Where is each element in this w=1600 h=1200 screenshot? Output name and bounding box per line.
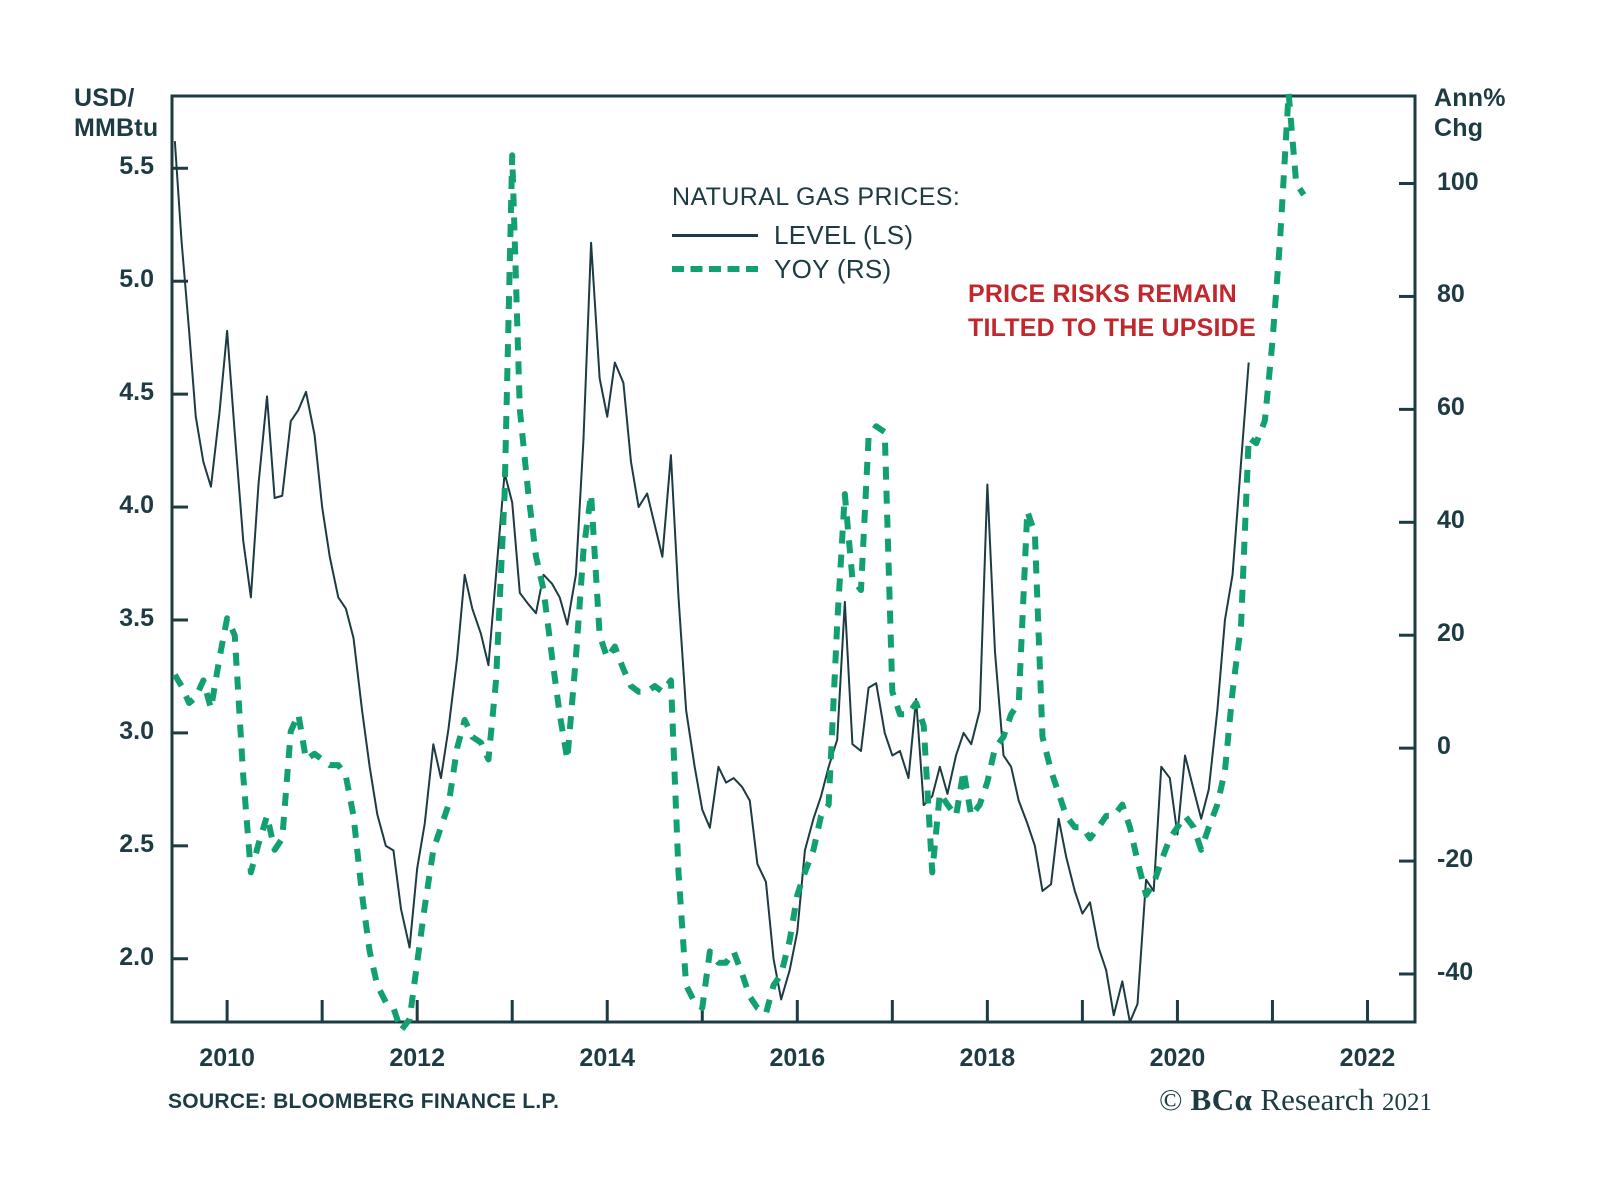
- annotation-line-2: TILTED TO THE UPSIDE: [968, 313, 1256, 342]
- y-axis-left-tick-label: 5.5: [119, 152, 154, 181]
- legend-item-level: LEVEL (LS): [672, 218, 960, 252]
- legend-label-level: LEVEL (LS): [774, 219, 914, 250]
- x-axis-tick-label: 2016: [769, 1044, 826, 1072]
- y-axis-left-tick-label: 3.5: [119, 603, 154, 632]
- y-axis-left-tick-label: 4.5: [119, 378, 154, 407]
- y-axis-right-tick-label: 80: [1437, 280, 1465, 309]
- brand-year: 2021: [1382, 1089, 1432, 1116]
- left-axis-title: USD/ MMBtu: [74, 84, 159, 142]
- brand-suffix: Research: [1260, 1082, 1374, 1117]
- x-axis-tick-label: 2022: [1339, 1044, 1396, 1072]
- y-axis-left-tick-label: 5.0: [119, 265, 154, 294]
- y-axis-left-tick-label: 3.0: [119, 716, 154, 745]
- brand-name: BCABCα: [1190, 1082, 1253, 1117]
- chart-legend: NATURAL GAS PRICES: LEVEL (LS) YOY (RS): [672, 183, 960, 286]
- y-axis-right-tick-label: 0: [1437, 732, 1451, 761]
- y-axis-left-tick-label: 2.0: [119, 942, 154, 971]
- x-axis-tick-label: 2012: [389, 1044, 445, 1072]
- brand-credit: © BCABCα Research 2021: [1159, 1082, 1432, 1118]
- legend-label-yoy: YOY (RS): [774, 253, 892, 284]
- y-axis-right-tick-label: -20: [1437, 845, 1474, 874]
- legend-line-solid-icon: [672, 227, 758, 243]
- right-axis-title: Ann% Chg: [1434, 84, 1506, 142]
- y-axis-right-tick-label: 60: [1437, 393, 1465, 422]
- y-axis-right-tick-label: -40: [1437, 958, 1474, 986]
- y-axis-right-tick-label: 100: [1437, 167, 1479, 196]
- x-axis-tick-label: 2020: [1149, 1044, 1206, 1072]
- x-axis-tick-label: 2010: [199, 1044, 255, 1072]
- legend-line-dashed-icon: [672, 261, 758, 277]
- y-axis-right-tick-label: 40: [1437, 506, 1465, 535]
- legend-item-yoy: YOY (RS): [672, 252, 960, 286]
- y-axis-left-tick-label: 4.0: [119, 491, 154, 520]
- legend-title: NATURAL GAS PRICES:: [672, 183, 961, 211]
- annotation-line-1: PRICE RISKS REMAIN: [968, 280, 1237, 308]
- y-axis-left-tick-label: 2.5: [119, 829, 154, 858]
- y-axis-right-tick-label: 20: [1437, 619, 1465, 648]
- x-axis-tick-label: 2018: [959, 1044, 1016, 1072]
- chart-annotation: PRICE RISKS REMAIN TILTED TO THE UPSIDE: [968, 278, 1256, 345]
- x-axis-tick-label: 2014: [579, 1044, 636, 1072]
- source-note: SOURCE: BLOOMBERG FINANCE L.P.: [168, 1090, 560, 1113]
- copyright-icon: ©: [1158, 1082, 1183, 1117]
